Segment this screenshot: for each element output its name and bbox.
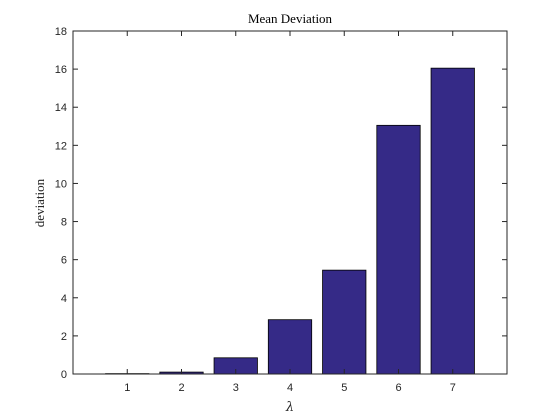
y-tick-label-14: 14 <box>55 102 67 114</box>
bar-6 <box>377 125 420 374</box>
y-tick-label-8: 8 <box>61 217 67 229</box>
x-tick-label-1: 1 <box>124 382 130 394</box>
y-tick-label-10: 10 <box>55 178 67 190</box>
bar-4 <box>268 320 311 374</box>
bar-7 <box>431 68 474 374</box>
bar-5 <box>323 270 366 374</box>
x-tick-label-3: 3 <box>233 382 239 394</box>
y-tick-label-18: 18 <box>55 26 67 38</box>
y-tick-label-2: 2 <box>61 331 67 343</box>
y-tick-label-16: 16 <box>55 64 67 76</box>
y-tick-label-0: 0 <box>61 369 67 381</box>
y-axis-label: deviation <box>32 178 47 227</box>
chart-title: Mean Deviation <box>248 11 333 26</box>
y-tick-label-4: 4 <box>61 293 67 305</box>
x-axis-label: λ <box>285 400 294 415</box>
x-tick-label-7: 7 <box>450 382 456 394</box>
x-tick-label-6: 6 <box>395 382 401 394</box>
x-tick-label-4: 4 <box>287 382 293 394</box>
x-tick-label-2: 2 <box>178 382 184 394</box>
y-tick-label-12: 12 <box>55 140 67 152</box>
x-tick-label-5: 5 <box>341 382 347 394</box>
y-tick-label-6: 6 <box>61 255 67 267</box>
